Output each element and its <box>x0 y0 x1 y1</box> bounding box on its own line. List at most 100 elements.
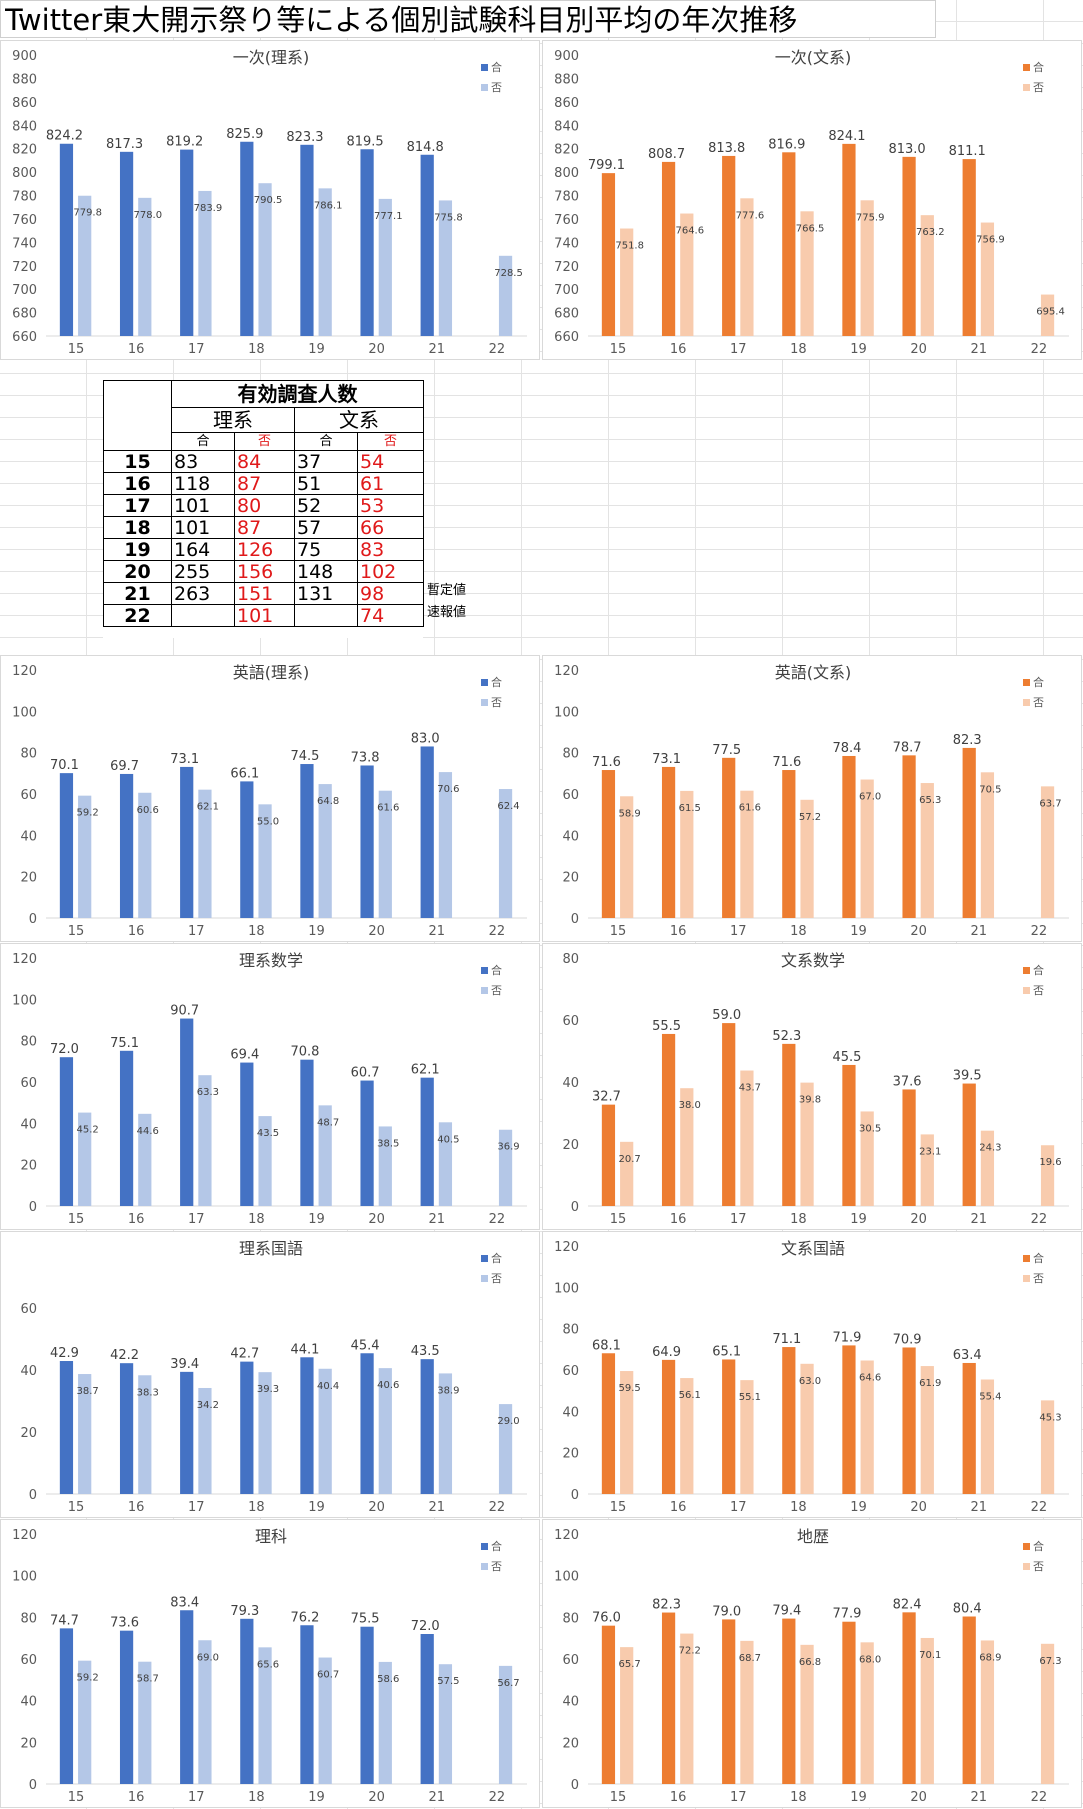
x-tick-label: 16 <box>670 924 687 939</box>
bar-fail <box>980 1379 995 1494</box>
data-label-pass: 72.0 <box>50 1042 79 1057</box>
x-tick-label: 21 <box>429 1212 446 1227</box>
y-tick-label: 760 <box>554 213 579 228</box>
legend-label: 合 <box>491 1251 502 1265</box>
x-tick-label: 19 <box>308 924 325 939</box>
bar-fail <box>498 255 513 336</box>
x-tick-label: 20 <box>910 1212 927 1227</box>
data-label-fail: 65.3 <box>919 795 941 806</box>
x-tick-label: 20 <box>368 924 385 939</box>
data-label-fail: 23.1 <box>919 1146 941 1157</box>
x-tick-label: 16 <box>128 1500 145 1515</box>
data-label-fail: 60.6 <box>137 805 159 816</box>
y-tick-label: 40 <box>20 1364 37 1379</box>
bar-fail <box>860 779 874 918</box>
data-label-fail: 38.0 <box>679 1100 701 1111</box>
bar-pass <box>782 152 796 336</box>
table-cell-rikei-fail: 80 <box>234 494 295 517</box>
legend-label: 合 <box>491 963 502 977</box>
x-tick-label: 18 <box>790 1790 807 1805</box>
chart-kokugo-rikei[interactable]: 理系国語 0 20 40 60 15 42.9 38.7 16 42.2 38.3 17 39.4 34.… <box>0 1231 540 1518</box>
x-tick-label: 19 <box>308 1212 325 1227</box>
chart-eigo-bunkei[interactable]: 英語(文系) 0 20 40 60 80 100 120 15 71.6 58.9 16 73.1 61.… <box>542 655 1082 942</box>
bar-fail <box>78 1374 92 1494</box>
chart-suugaku-bunkei[interactable]: 文系数学 0 20 40 60 80 15 32.7 20.7 16 55.5 38.0 17 59.0 4… <box>542 943 1082 1230</box>
x-tick-label: 21 <box>429 924 446 939</box>
chart-ichiji-rikei[interactable]: 一次(理系) 660 680 700 720 740 760 780 800 820 840 860 8… <box>0 40 540 360</box>
x-tick-label: 17 <box>188 1790 205 1805</box>
y-tick-label: 20 <box>562 871 579 886</box>
y-tick-label: 100 <box>554 1570 579 1585</box>
x-tick-label: 20 <box>368 1212 385 1227</box>
bar-fail <box>138 1375 152 1494</box>
bar-pass <box>180 1371 194 1494</box>
table-cell-year: 16 <box>103 472 172 495</box>
legend-label: 否 <box>491 984 502 997</box>
table-cell-year: 17 <box>103 494 172 517</box>
data-label-fail: 65.6 <box>257 1659 279 1670</box>
table-row: 17 101 80 52 53 <box>103 494 424 517</box>
y-tick-label: 20 <box>20 1159 37 1174</box>
y-tick-label: 740 <box>554 236 579 251</box>
x-tick-label: 15 <box>68 342 85 357</box>
y-tick-label: 0 <box>29 1200 37 1215</box>
bar-pass <box>661 1359 676 1494</box>
y-tick-label: 0 <box>29 912 37 927</box>
x-tick-label: 15 <box>610 1212 627 1227</box>
bar-pass <box>360 765 374 918</box>
y-tick-label: 80 <box>20 747 37 762</box>
y-tick-label: 40 <box>20 829 37 844</box>
bar-fail <box>620 1371 634 1494</box>
chart-kokugo-bunkei[interactable]: 文系国語 0 20 40 60 80 100 120 15 68.1 59.5 16 64.9 56.1 1… <box>542 1231 1082 1518</box>
chart-chireki[interactable]: 地歴 0 20 40 60 80 100 120 15 76.0 65.7 16 82.3 72.2 17 7… <box>542 1519 1082 1808</box>
data-label-fail: 70.1 <box>919 1650 941 1661</box>
data-label-fail: 59.5 <box>619 1383 641 1394</box>
bar-pass <box>962 159 976 336</box>
data-label-pass: 60.7 <box>351 1066 380 1081</box>
data-label-fail: 20.7 <box>619 1154 641 1165</box>
legend-swatch <box>481 1543 488 1550</box>
data-label-pass: 78.7 <box>893 740 922 755</box>
bar-fail <box>620 1647 634 1784</box>
data-label-pass: 824.1 <box>828 129 865 144</box>
y-tick-label: 20 <box>562 1736 579 1751</box>
bar-pass <box>420 1077 434 1206</box>
bar-pass <box>601 173 616 336</box>
y-tick-label: 20 <box>562 1138 579 1153</box>
x-tick-label: 21 <box>971 924 988 939</box>
table-cell-rikei-fail: 151 <box>234 582 295 605</box>
chart-svg: 英語(文系) 0 20 40 60 80 100 120 15 71.6 58.9 16 73.1 61.… <box>554 663 1069 939</box>
bar-fail <box>680 1088 694 1206</box>
data-label-pass: 71.6 <box>772 755 801 770</box>
chart-suugaku-rikei[interactable]: 理系数学 0 20 40 60 80 100 120 15 72.0 45.2 16 75.1 44.6 1… <box>0 943 540 1230</box>
table-row: 15 83 84 37 54 <box>103 450 424 473</box>
legend-swatch <box>481 1255 488 1262</box>
y-tick-label: 740 <box>12 236 37 251</box>
legend-label: 合 <box>1033 1539 1044 1553</box>
chart-svg: 理系数学 0 20 40 60 80 100 120 15 72.0 45.2 16 75.1 44.6 1… <box>12 951 527 1227</box>
data-label-fail: 55.0 <box>257 816 279 827</box>
data-label-fail: 790.5 <box>254 195 283 206</box>
legend-label: 否 <box>491 1560 502 1573</box>
data-label-pass: 816.9 <box>768 137 805 152</box>
chart-ichiji-bunkei[interactable]: 一次(文系) 660 680 700 720 740 760 780 800 820 840 860 8… <box>542 40 1082 360</box>
bar-pass <box>782 1618 796 1784</box>
bar-fail <box>740 198 754 336</box>
bar-fail <box>680 1378 694 1494</box>
x-tick-label: 20 <box>368 342 385 357</box>
bar-pass <box>601 770 616 918</box>
bar-fail <box>258 1372 272 1494</box>
x-tick-label: 15 <box>610 924 627 939</box>
x-tick-label: 17 <box>188 342 205 357</box>
legend-label: 合 <box>491 675 502 689</box>
x-tick-label: 18 <box>790 1212 807 1227</box>
bar-pass <box>59 143 74 336</box>
x-tick-label: 16 <box>128 342 145 357</box>
x-tick-label: 18 <box>248 1212 265 1227</box>
bar-pass <box>420 746 434 918</box>
chart-eigo-rikei[interactable]: 英語(理系) 0 20 40 60 80 100 120 15 70.1 59.2 16 69.7 60.… <box>0 655 540 942</box>
chart-rika[interactable]: 理科 0 20 40 60 80 100 120 15 74.7 59.2 16 73.6 58.7 17 8… <box>0 1519 540 1808</box>
chart-title: 文系数学 <box>781 951 845 970</box>
x-tick-label: 15 <box>68 1790 85 1805</box>
x-tick-label: 20 <box>910 924 927 939</box>
